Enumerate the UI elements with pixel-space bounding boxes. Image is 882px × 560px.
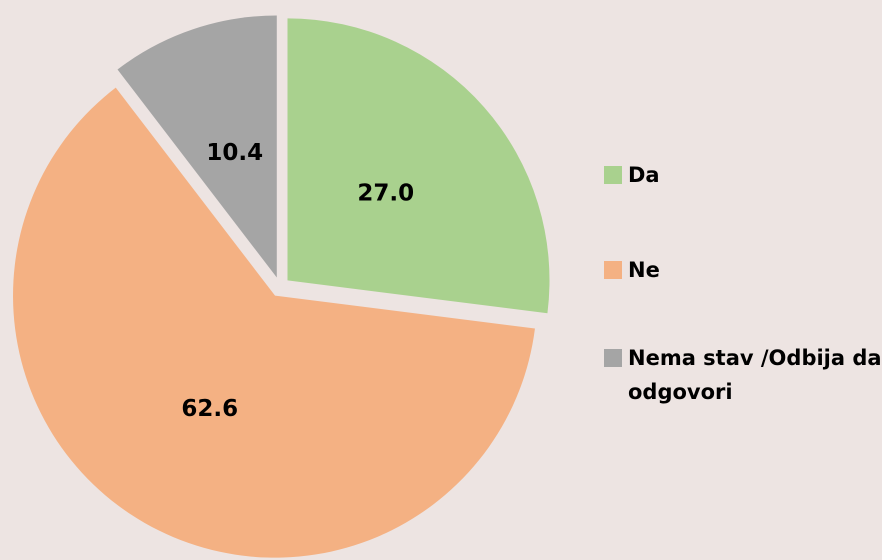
pie-slice (13, 87, 535, 558)
data-label: 62.6 (181, 396, 238, 422)
legend-entry: Da (628, 163, 660, 187)
data-label: 27.0 (357, 180, 414, 206)
legend-swatch (604, 349, 622, 367)
legend-label: Da (628, 163, 660, 187)
data-label: 10.4 (206, 140, 263, 166)
legend-swatch (604, 166, 622, 184)
legend-entry: Nema stav /Odbija da odgovori (628, 346, 882, 404)
legend-entry: Ne (628, 258, 660, 282)
legend-label: Ne (628, 258, 660, 282)
pie-slice (287, 18, 550, 314)
pie-slice (117, 15, 277, 278)
legend-swatch (604, 261, 622, 279)
legend-label: Nema stav /Odbija da odgovori (628, 346, 882, 404)
